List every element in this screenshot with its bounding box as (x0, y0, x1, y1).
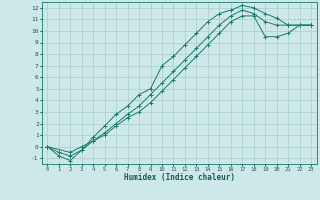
X-axis label: Humidex (Indice chaleur): Humidex (Indice chaleur) (124, 173, 235, 182)
